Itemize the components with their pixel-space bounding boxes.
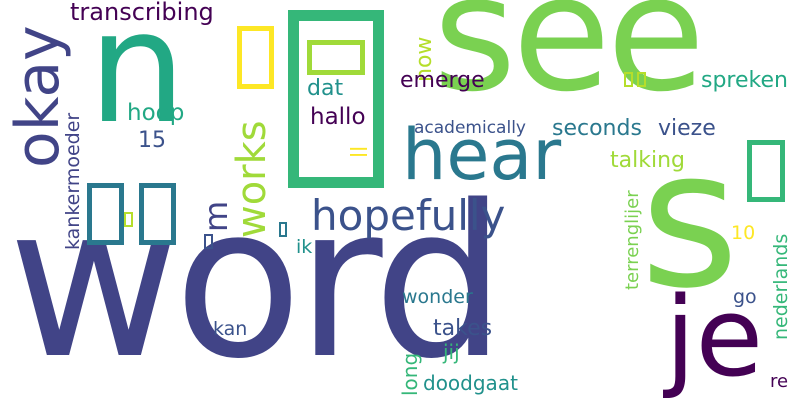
cloud-word-transcribing: transcribing <box>70 0 214 26</box>
missing-glyph-icon <box>237 26 274 89</box>
cloud-word-seconds: seconds <box>552 116 642 141</box>
cloud-word-spreken: spreken <box>701 68 788 93</box>
missing-glyph-icon <box>747 140 785 202</box>
cloud-word-hopefully: hopefully <box>311 191 506 240</box>
missing-glyph-icon <box>637 72 646 87</box>
cloud-word-s: s <box>640 109 739 330</box>
cloud-word-nederlands: nederlands <box>770 233 792 340</box>
cloud-word-vieze: vieze <box>658 116 716 141</box>
cloud-word-re: re <box>770 371 789 392</box>
cloud-word-dat: dat <box>307 76 344 101</box>
cloud-word-works: works <box>229 120 275 238</box>
cloud-word-long: long <box>398 352 422 396</box>
missing-glyph-icon <box>87 183 124 245</box>
cloud-word-emerge: emerge <box>400 68 485 93</box>
cloud-word-n: n <box>88 0 187 158</box>
cloud-word-je: je <box>665 273 764 400</box>
cloud-word-academically: academically <box>414 118 526 138</box>
missing-glyph-icon <box>307 40 365 75</box>
cloud-word-talking: talking <box>610 148 685 173</box>
missing-glyph-icon <box>288 10 384 188</box>
cloud-word-takes: takes <box>433 316 493 341</box>
missing-glyph-icon <box>204 234 213 249</box>
missing-glyph-icon <box>624 72 633 87</box>
missing-glyph-icon <box>139 183 176 245</box>
cloud-word-jij: jij <box>443 340 460 364</box>
missing-glyph-icon <box>124 212 133 227</box>
cloud-word-15: 15 <box>138 128 166 153</box>
cloud-word-kankermoeder: kankermoeder <box>62 112 84 250</box>
missing-glyph-icon <box>279 222 287 237</box>
cloud-word-terrenglijer: terrenglijer <box>622 190 643 290</box>
cloud-word-10: 10 <box>731 222 756 244</box>
cloud-word-okay: okay <box>3 25 73 168</box>
cloud-word-kan: kan <box>213 318 248 340</box>
cloud-word-hoop: hoop <box>127 100 185 126</box>
cloud-word-wonder: wonder <box>402 286 473 308</box>
cloud-word-ik: ik <box>296 236 313 258</box>
cloud-word-doodgaat: doodgaat <box>423 371 518 395</box>
cloud-word-see: see <box>433 0 705 127</box>
cloud-word-hear: hear <box>402 114 562 196</box>
cloud-word-go: go <box>733 286 757 308</box>
cloud-word-hallo: hallo <box>310 104 366 130</box>
cloud-word-m: m <box>197 200 235 232</box>
